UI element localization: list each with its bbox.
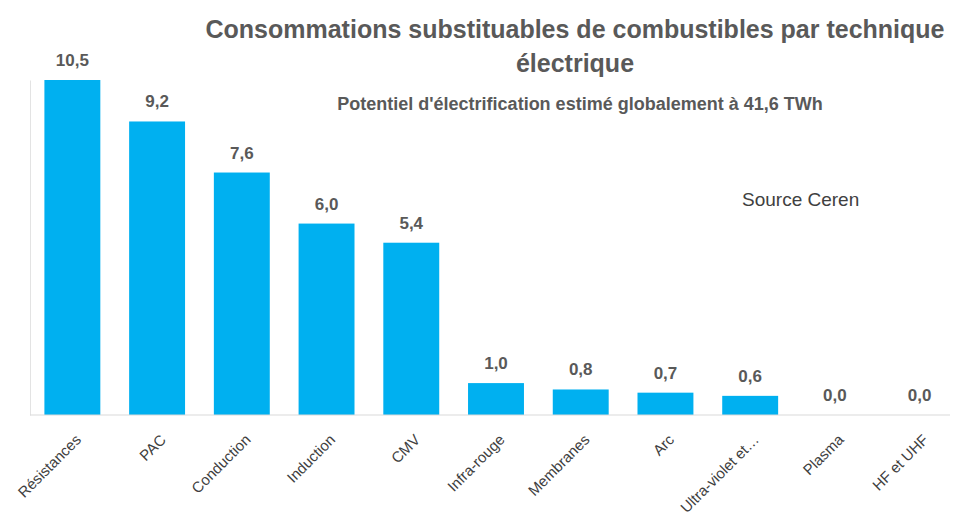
bar — [44, 80, 100, 415]
x-tick: Arc — [649, 430, 677, 458]
x-tick: Ultra-violet et… — [677, 431, 762, 516]
title: Consommations substituables de combustib… — [205, 15, 944, 77]
x-tick-label: PAC — [136, 431, 169, 464]
bar — [214, 173, 270, 415]
x-tick-label: Résistances — [14, 431, 84, 501]
x-tick: HF et UHF — [869, 431, 932, 494]
bar — [299, 224, 355, 415]
x-tick-label: Conduction — [188, 431, 254, 497]
y-axis — [30, 81, 31, 416]
bars — [44, 80, 778, 415]
title-line: électrique — [516, 49, 634, 77]
x-tick: CMV — [388, 431, 424, 467]
data-label: 7,6 — [230, 144, 254, 163]
annotation: Source Ceren — [742, 189, 859, 210]
data-label: 0,8 — [569, 360, 593, 379]
data-label: 10,5 — [56, 51, 89, 70]
x-tick: Conduction — [188, 431, 254, 497]
bar — [553, 389, 609, 415]
bar — [722, 396, 778, 415]
x-tick-label: Arc — [649, 430, 677, 458]
x-tick-label: CMV — [388, 431, 424, 467]
x-tick: Induction — [283, 431, 338, 486]
y-axis-line — [30, 81, 31, 416]
x-tick-label: Ultra-violet et… — [677, 431, 762, 516]
data-label: 0,7 — [654, 364, 678, 383]
x-tick-label: HF et UHF — [869, 431, 932, 494]
x-tick-label: Plasma — [799, 430, 847, 478]
data-label: 0,0 — [908, 386, 932, 405]
subtitle: Potentiel d'électrification estimé globa… — [337, 94, 822, 114]
data-label: 5,4 — [399, 214, 423, 233]
x-tick: Résistances — [14, 431, 84, 501]
x-tick-label: Infra-rouge — [444, 431, 508, 495]
bar — [468, 383, 524, 415]
x-tick: Membranes — [525, 431, 593, 499]
x-tick-label: Induction — [283, 431, 338, 486]
data-label: 0,6 — [738, 367, 762, 386]
data-label: 6,0 — [315, 195, 339, 214]
bar — [383, 243, 439, 415]
bar — [129, 121, 185, 415]
x-tick-label: Membranes — [525, 431, 593, 499]
x-tick: Infra-rouge — [444, 431, 508, 495]
title-line: Consommations substituables de combustib… — [205, 15, 944, 43]
bar — [637, 393, 693, 415]
x-axis-line — [30, 415, 950, 416]
x-tick: Plasma — [799, 430, 847, 478]
data-label: 9,2 — [145, 92, 169, 111]
data-label: 1,0 — [484, 354, 508, 373]
x-axis: Résistances PAC Conduction Induction CMV Infr… — [14, 415, 950, 516]
x-tick: PAC — [136, 431, 169, 464]
data-label: 0,0 — [823, 386, 847, 405]
chart: Consommations substituables de combustib… — [0, 0, 960, 526]
